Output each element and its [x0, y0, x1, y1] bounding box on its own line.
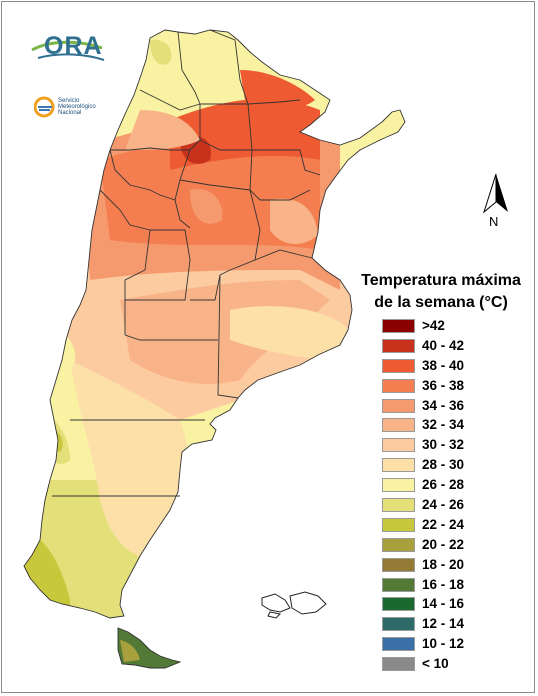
legend-label: 28 - 30: [422, 457, 465, 473]
legend-swatch: [382, 617, 415, 632]
legend-title-line2: de la semana (°C): [374, 294, 508, 311]
legend-label: >42: [422, 318, 445, 333]
legend-label: 10 - 12: [422, 636, 465, 652]
north-arrow: N: [480, 172, 512, 232]
legend-label: 22 - 24: [422, 516, 465, 532]
legend-label: 32 - 34: [422, 417, 465, 433]
legend-label: 38 - 40: [422, 357, 465, 373]
legend-swatch: [382, 577, 415, 592]
legend-swatch: [382, 338, 415, 353]
legend-swatch: [382, 358, 415, 373]
legend-label: 26 - 28: [422, 477, 465, 493]
tierra-del-fuego: [117, 627, 182, 669]
legend-swatch: [382, 597, 415, 612]
legend-swatch: [382, 378, 415, 393]
legend-swatch: [382, 418, 415, 433]
legend-swatch: [382, 498, 415, 513]
legend-label: 12 - 14: [422, 616, 465, 632]
legend-label: 34 - 36: [422, 397, 465, 413]
legend-label: 18 - 20: [422, 556, 465, 572]
legend-swatch: [382, 438, 415, 453]
malvinas-islands: [261, 591, 327, 619]
province-boundaries: [23, 29, 406, 619]
legend-swatch: [382, 398, 415, 413]
legend-swatch: [382, 557, 415, 572]
legend-title-line1: Temperatura máxima: [361, 272, 521, 289]
legend-label: 20 - 22: [422, 536, 465, 552]
smn-logo-emblem: [34, 96, 55, 118]
legend-label: 40 - 42: [422, 337, 465, 353]
legend-swatch: [382, 478, 415, 493]
legend-label: 30 - 32: [422, 437, 465, 453]
smn-logo: Servicio Meteorológico Nacional: [34, 96, 114, 122]
ora-logo: ORA: [30, 30, 110, 66]
smn-logo-text: Servicio Meteorológico Nacional: [58, 98, 96, 116]
legend-swatch: [382, 657, 415, 672]
legend-swatch: [382, 637, 415, 652]
legend-label: 14 - 16: [422, 596, 465, 612]
legend-swatch: [382, 517, 415, 532]
legend-label: 36 - 38: [422, 377, 465, 393]
legend-swatch: [382, 458, 415, 473]
ora-logo-text: ORA: [44, 32, 103, 60]
ora-logo-swoosh: [31, 40, 105, 61]
north-arrow-label: N: [489, 214, 499, 229]
legend-label: 24 - 26: [422, 497, 465, 513]
legend-label: 16 - 18: [422, 576, 465, 592]
legend-swatch: [382, 319, 415, 333]
north-arrow-icon: [483, 173, 508, 214]
legend-swatch: [382, 537, 415, 552]
legend-label: < 10: [422, 656, 449, 672]
legend-title: Temperatura máxima de la semana (°C): [346, 270, 536, 314]
